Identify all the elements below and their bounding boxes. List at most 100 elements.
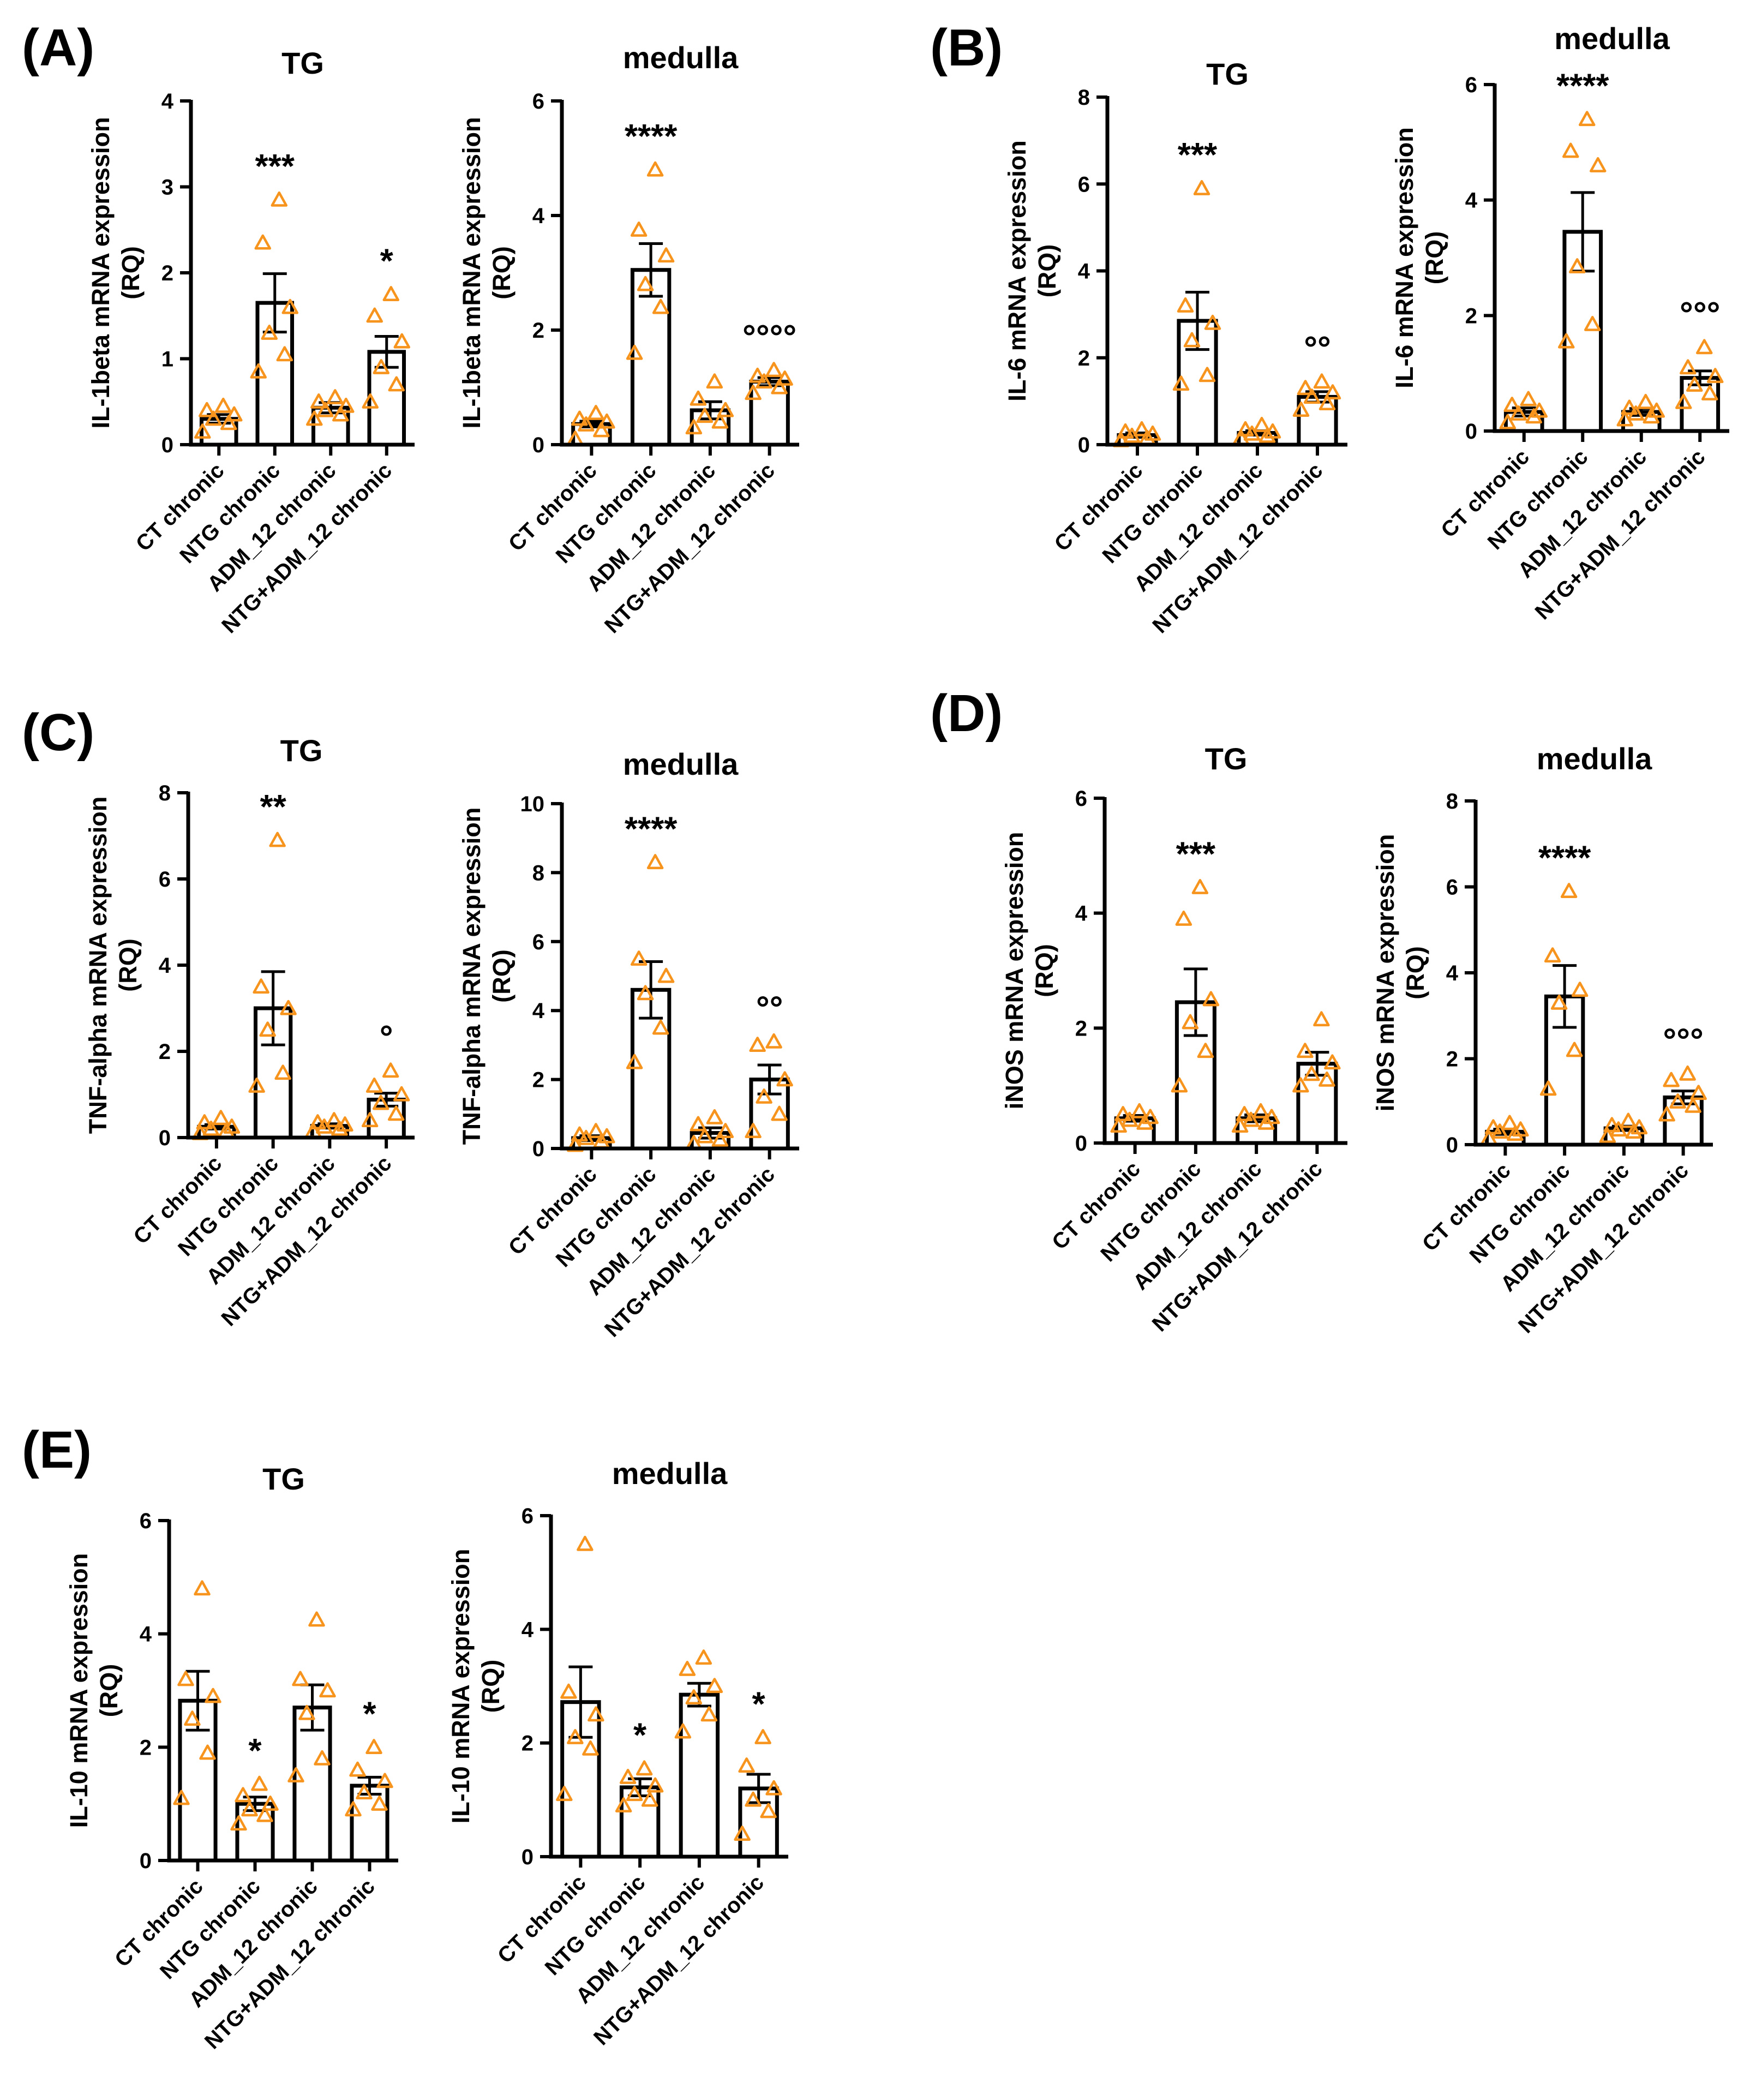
- data-point-triangle: [636, 1760, 653, 1776]
- data-point-triangle: [248, 1077, 265, 1093]
- y-tick-label: 4: [161, 89, 174, 113]
- y-axis-label-unit: (RQ): [95, 1664, 123, 1717]
- data-point-triangle: [365, 1077, 383, 1093]
- y-tick-label: 2: [522, 1732, 534, 1756]
- panel-label: (D): [930, 684, 1003, 743]
- data-point-triangle: [577, 1535, 594, 1551]
- data-point-triangle: [269, 831, 286, 847]
- data-point-triangle: [1569, 258, 1586, 274]
- data-point-triangle: [1539, 1080, 1557, 1096]
- data-point-triangle: [393, 1086, 410, 1102]
- data-point-triangle: [1590, 157, 1607, 172]
- data-point-triangle: [706, 1678, 723, 1694]
- data-point-triangle: [1562, 142, 1579, 158]
- data-point-triangle: [356, 1784, 373, 1800]
- data-point-triangle: [637, 276, 654, 291]
- data-point-triangle: [382, 286, 399, 302]
- data-point-triangle: [366, 307, 383, 323]
- y-tick-label: 4: [140, 1623, 152, 1647]
- data-point-triangle: [1319, 1071, 1335, 1087]
- data-point-triangle: [365, 1739, 382, 1754]
- data-point-triangle: [646, 161, 664, 177]
- data-point-triangle: [194, 423, 211, 439]
- data-point-triangle: [1117, 423, 1134, 439]
- data-point-triangle: [326, 1112, 343, 1128]
- data-point-triangle: [1114, 1106, 1131, 1121]
- y-tick-label: 1: [161, 348, 173, 372]
- y-tick-label: 10: [520, 792, 545, 816]
- data-point-triangle: [588, 1123, 604, 1139]
- data-point-triangle: [314, 1750, 331, 1766]
- data-point-triangle: [1579, 111, 1596, 127]
- data-point-triangle: [571, 410, 588, 426]
- y-tick-label: 2: [532, 319, 544, 343]
- data-point-triangle: [393, 333, 410, 349]
- significance-marker: °°°°: [742, 319, 796, 356]
- data-point-triangle: [196, 1114, 213, 1129]
- data-point-triangle: [1701, 385, 1718, 400]
- data-point-triangle: [711, 413, 729, 429]
- y-tick-label: 6: [1078, 172, 1090, 196]
- data-point-triangle: [1491, 1123, 1508, 1139]
- significance-marker: **: [260, 788, 286, 826]
- chart-title: TG: [262, 1462, 305, 1496]
- data-point-triangle: [1313, 373, 1331, 389]
- data-point-triangle: [754, 1729, 771, 1744]
- bar: [679, 1692, 720, 1859]
- data-point-triangle: [327, 389, 344, 405]
- y-axis-label-unit: (RQ): [488, 246, 516, 299]
- data-point-triangle: [615, 1797, 632, 1812]
- data-point-triangle: [262, 1795, 279, 1811]
- data-point-triangle: [1243, 425, 1261, 441]
- data-point-triangle: [220, 415, 237, 430]
- chart-title: TG: [280, 733, 323, 768]
- y-tick-label: 6: [1446, 876, 1458, 900]
- data-point-triangle: [1707, 368, 1724, 384]
- significance-marker: *: [363, 1695, 376, 1733]
- data-point-triangle: [588, 1706, 604, 1722]
- data-point-triangle: [259, 1021, 276, 1037]
- data-point-triangle: [1520, 391, 1537, 406]
- data-point-triangle: [765, 1033, 782, 1049]
- significance-marker: ****: [1556, 68, 1609, 105]
- data-point-triangle: [1182, 1014, 1199, 1030]
- data-point-triangle: [251, 1775, 268, 1791]
- data-point-triangle: [1144, 425, 1161, 441]
- y-tick-label: 4: [1465, 189, 1478, 213]
- data-point-triangle: [1550, 994, 1568, 1010]
- data-point-triangle: [199, 402, 215, 417]
- data-point-triangle: [281, 298, 298, 314]
- data-point-triangle: [1560, 883, 1578, 899]
- data-point-triangle: [226, 406, 243, 422]
- panel-label: (B): [930, 19, 1003, 77]
- data-point-triangle: [556, 1786, 573, 1802]
- y-tick-label: 6: [140, 1509, 152, 1533]
- data-point-triangle: [756, 1088, 772, 1104]
- data-point-triangle: [319, 1682, 336, 1698]
- significance-marker: °°°: [1680, 296, 1720, 333]
- data-point-triangle: [646, 854, 664, 870]
- data-point-triangle: [287, 1767, 304, 1782]
- category-label: NTG chronic: [1483, 445, 1593, 554]
- data-point-triangle: [309, 1114, 326, 1129]
- y-axis-label-unit: (RQ): [488, 949, 516, 1002]
- data-point-triangle: [1637, 393, 1654, 409]
- data-point-triangle: [679, 1661, 696, 1676]
- y-tick-label: 2: [1446, 1048, 1458, 1072]
- y-tick-label: 4: [532, 999, 545, 1023]
- data-point-triangle: [695, 1649, 712, 1665]
- y-tick-label: 6: [1465, 73, 1477, 97]
- data-point-triangle: [1292, 1077, 1309, 1093]
- y-axis-label-unit: (RQ): [477, 1660, 505, 1713]
- y-tick-label: 2: [140, 1736, 152, 1760]
- data-point-triangle: [1197, 1043, 1214, 1058]
- data-point-triangle: [1485, 1119, 1502, 1135]
- data-point-triangle: [1499, 414, 1516, 429]
- data-point-triangle: [593, 422, 610, 438]
- panel-label: (E): [22, 1421, 92, 1479]
- y-tick-label: 0: [522, 1845, 534, 1869]
- significance-marker: °°°: [1663, 1022, 1703, 1060]
- data-point-triangle: [1319, 395, 1336, 411]
- y-axis-label: iNOS mRNA expression: [1000, 832, 1028, 1109]
- data-point-triangle: [1292, 402, 1310, 417]
